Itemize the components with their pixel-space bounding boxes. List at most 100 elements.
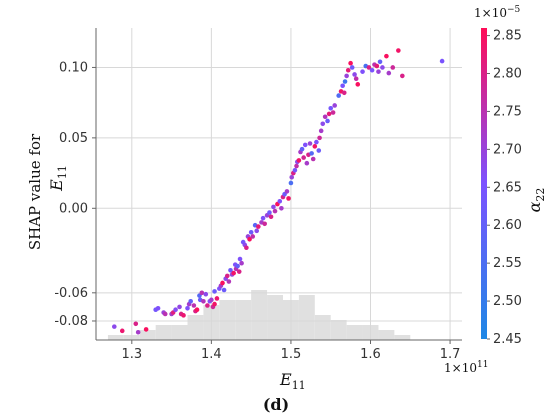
histogram-bar: [187, 315, 204, 340]
gridlines: [96, 28, 462, 340]
histogram-bar: [378, 330, 395, 340]
histogram-bar: [314, 315, 331, 340]
axes: [95, 28, 462, 341]
scatter-points: [112, 48, 445, 335]
data-point: [199, 290, 205, 296]
data-point: [224, 273, 230, 279]
data-point: [162, 311, 168, 317]
data-point: [260, 215, 266, 221]
colorbar-tick-label: 2.65: [493, 180, 522, 195]
data-point: [345, 67, 351, 73]
data-point: [288, 180, 294, 186]
colorbar-tick-label: 2.80: [493, 67, 522, 82]
histogram-bar: [346, 325, 363, 340]
x-tick-label: 1.6: [360, 347, 381, 362]
x-offset-label: 1×1011: [444, 360, 488, 375]
data-point: [194, 307, 200, 313]
data-point: [228, 267, 233, 273]
colorbar-tick-label: 2.45: [493, 332, 522, 347]
data-point: [352, 72, 357, 77]
x-tick-label: 1.3: [121, 347, 142, 362]
y-axis-label-line2-sub: 11: [56, 165, 69, 179]
data-point: [317, 135, 322, 141]
data-point: [231, 270, 236, 276]
data-point: [267, 210, 272, 215]
colorbar-tick-label: 2.85: [493, 29, 522, 44]
x-axis-label-main: E: [279, 370, 292, 389]
data-point: [212, 301, 217, 307]
x-offset-base: 1×10: [444, 361, 477, 375]
colorbar-tick-label: 2.70: [493, 142, 522, 157]
data-point: [348, 60, 353, 66]
colorbar-tick-label: 2.50: [493, 294, 522, 309]
histogram-bar: [219, 300, 236, 340]
histogram: [107, 290, 411, 340]
data-point: [220, 280, 225, 286]
data-point: [316, 148, 322, 153]
data-point: [221, 287, 227, 293]
histogram-bar: [298, 295, 315, 340]
data-point: [271, 204, 276, 210]
data-point: [396, 48, 401, 53]
data-point: [244, 245, 249, 251]
data-point: [318, 128, 324, 134]
data-point: [342, 79, 348, 84]
colorbar-ticks: 2.45 2.50 2.55 2.60 2.65 2.70 2.75 2.80 2.85: [487, 29, 522, 347]
data-point: [369, 67, 375, 73]
data-point: [272, 208, 278, 214]
data-point: [112, 324, 117, 329]
data-point: [209, 297, 214, 303]
data-point: [268, 214, 274, 220]
data-point: [185, 306, 190, 311]
histogram-bar: [235, 300, 252, 340]
data-point: [133, 321, 139, 327]
y-tick-label: 0.05: [59, 131, 88, 146]
data-point: [299, 146, 305, 152]
data-point: [340, 83, 345, 89]
colorbar-tick-label: 2.55: [493, 256, 522, 271]
y-tick-label: -0.06: [54, 286, 88, 301]
data-point: [349, 65, 355, 70]
data-point: [322, 114, 328, 120]
x-offset-exp: 11: [477, 360, 488, 370]
y-tick-label: 0.10: [59, 60, 88, 75]
histogram-bar: [394, 335, 411, 340]
colorbar-offset-base: 1×10: [474, 6, 507, 20]
histogram-bar: [251, 290, 268, 340]
histogram-bar: [267, 295, 283, 340]
y-axis-label-line2: E11: [47, 165, 69, 192]
colorbar-offset-exp: −5: [507, 5, 521, 15]
colorbar-tick-label: 2.60: [493, 218, 522, 233]
data-point: [226, 279, 232, 284]
data-point: [284, 189, 290, 194]
data-point: [366, 65, 372, 70]
panel-label: (d): [263, 395, 289, 414]
data-point: [314, 139, 319, 145]
data-point: [390, 65, 396, 70]
data-point: [289, 175, 295, 180]
data-point: [286, 196, 291, 201]
x-axis-label: E11: [279, 370, 306, 392]
colorbar: [481, 28, 487, 339]
data-point: [320, 121, 326, 127]
histogram-bar: [171, 325, 188, 340]
data-point: [181, 313, 186, 318]
colorbar-label: α22: [525, 188, 547, 213]
data-point: [384, 53, 389, 59]
data-point: [439, 58, 445, 64]
data-point: [191, 303, 197, 308]
data-point: [262, 221, 267, 227]
data-point: [344, 73, 349, 79]
data-point: [326, 111, 332, 117]
histogram-bar: [330, 320, 347, 340]
data-point: [341, 90, 347, 96]
data-point: [201, 298, 206, 304]
data-point: [177, 304, 182, 310]
data-point: [173, 307, 178, 313]
data-point: [380, 65, 385, 70]
data-point: [205, 303, 210, 308]
data-point: [374, 63, 380, 69]
data-point: [214, 296, 220, 301]
colorbar-label-main: α: [525, 201, 544, 212]
data-point: [248, 229, 254, 235]
